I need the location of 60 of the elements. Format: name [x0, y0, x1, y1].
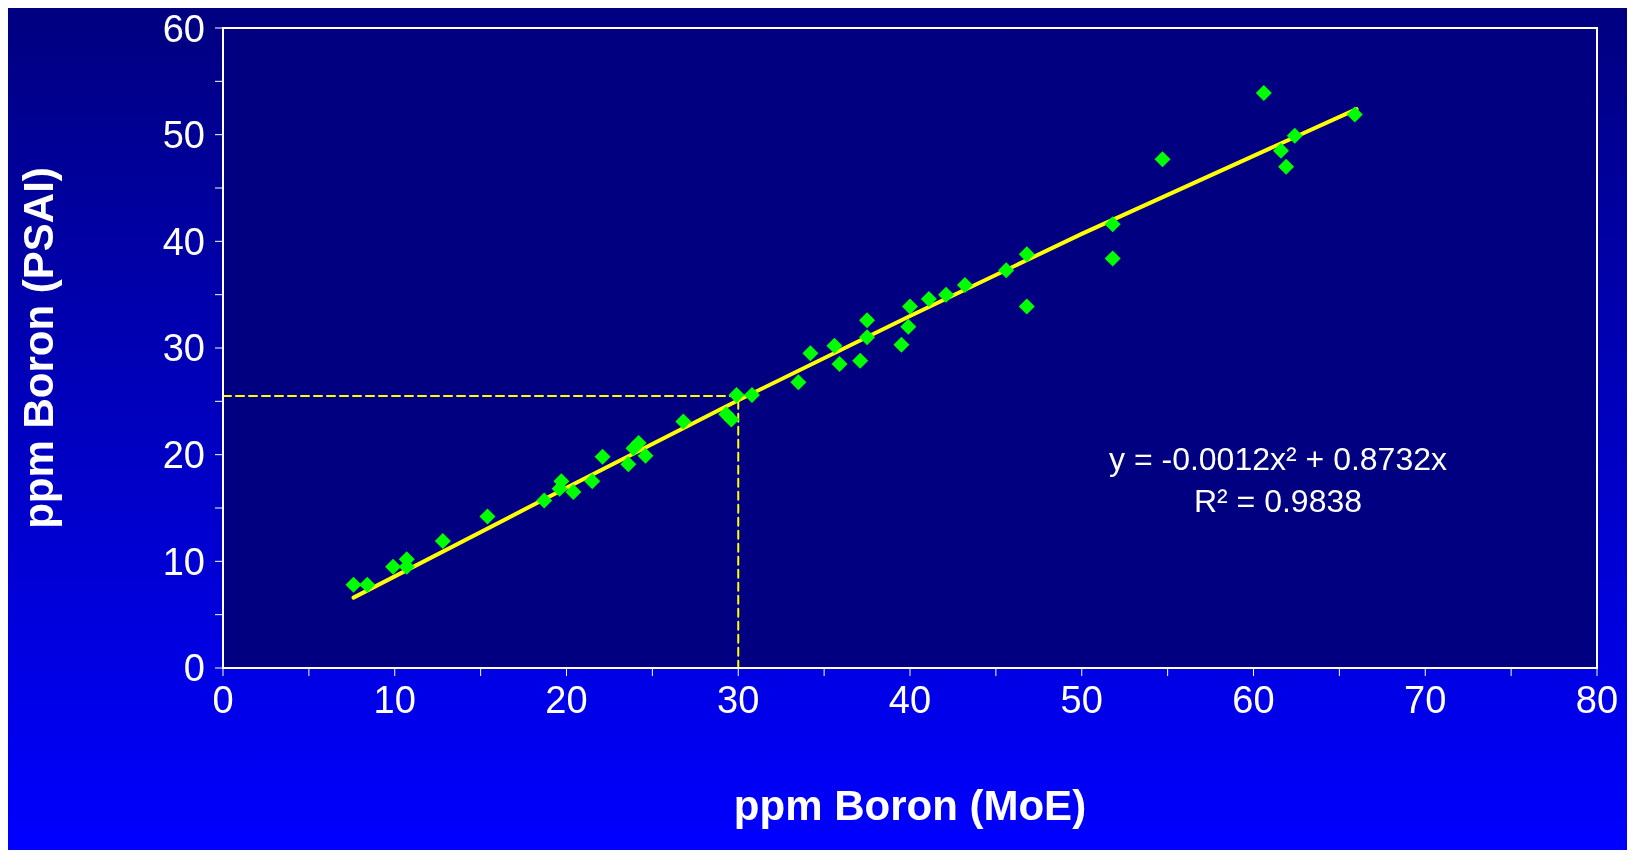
annotation: y = -0.0012x² + 0.8732x	[1108, 440, 1448, 479]
x-tick-label: 20	[545, 678, 588, 721]
point	[675, 413, 692, 430]
point	[1286, 127, 1303, 144]
x-axis-title: ppm Boron (MoE)	[733, 782, 1087, 829]
x-tick-label: 60	[1232, 678, 1275, 721]
point	[790, 374, 807, 391]
point	[385, 558, 402, 575]
point	[723, 411, 740, 428]
y-tick-label: 10	[162, 540, 205, 583]
y-tick-label: 20	[162, 434, 205, 477]
annotation: R² = 0.9838	[1192, 482, 1364, 521]
y-tick-label: 50	[162, 114, 205, 157]
point	[1154, 151, 1171, 168]
point	[852, 352, 869, 369]
point	[479, 508, 496, 525]
point	[637, 447, 654, 464]
point	[998, 262, 1015, 279]
point	[859, 329, 876, 346]
point	[1018, 246, 1035, 263]
point	[728, 386, 745, 403]
x-tick-label: 70	[1404, 678, 1447, 721]
point	[920, 290, 937, 307]
point	[938, 286, 955, 303]
point	[630, 434, 647, 451]
x-tick-label: 10	[373, 678, 416, 721]
y-axis-title: ppm Boron (PSAI)	[14, 167, 62, 529]
point	[893, 336, 910, 353]
point	[359, 576, 376, 593]
point	[434, 533, 451, 550]
point	[831, 356, 848, 372]
x-tick-label: 40	[888, 678, 932, 721]
x-tick-label: 0	[212, 678, 234, 721]
point	[1346, 106, 1363, 123]
point	[565, 484, 582, 500]
point	[1104, 216, 1121, 233]
point	[743, 386, 760, 403]
point	[584, 473, 601, 490]
y-tick-label: 40	[162, 220, 205, 263]
point	[1278, 158, 1295, 175]
x-tick-label: 50	[1060, 678, 1103, 721]
point	[956, 277, 973, 294]
point	[900, 318, 917, 335]
point	[1104, 250, 1121, 267]
point	[594, 448, 611, 465]
point	[902, 298, 918, 315]
point	[859, 312, 876, 329]
point	[536, 492, 553, 509]
point	[826, 337, 843, 354]
point	[620, 456, 637, 473]
point	[1255, 85, 1272, 102]
y-tick-label: 30	[162, 327, 205, 370]
x-tick-label: 30	[717, 678, 760, 721]
x-tick-label: 80	[1575, 678, 1619, 721]
point	[345, 576, 362, 593]
point	[802, 345, 819, 362]
point	[1272, 142, 1289, 159]
y-tick-label: 60	[162, 7, 205, 50]
point	[1018, 298, 1035, 315]
y-tick-label: 0	[183, 647, 205, 690]
